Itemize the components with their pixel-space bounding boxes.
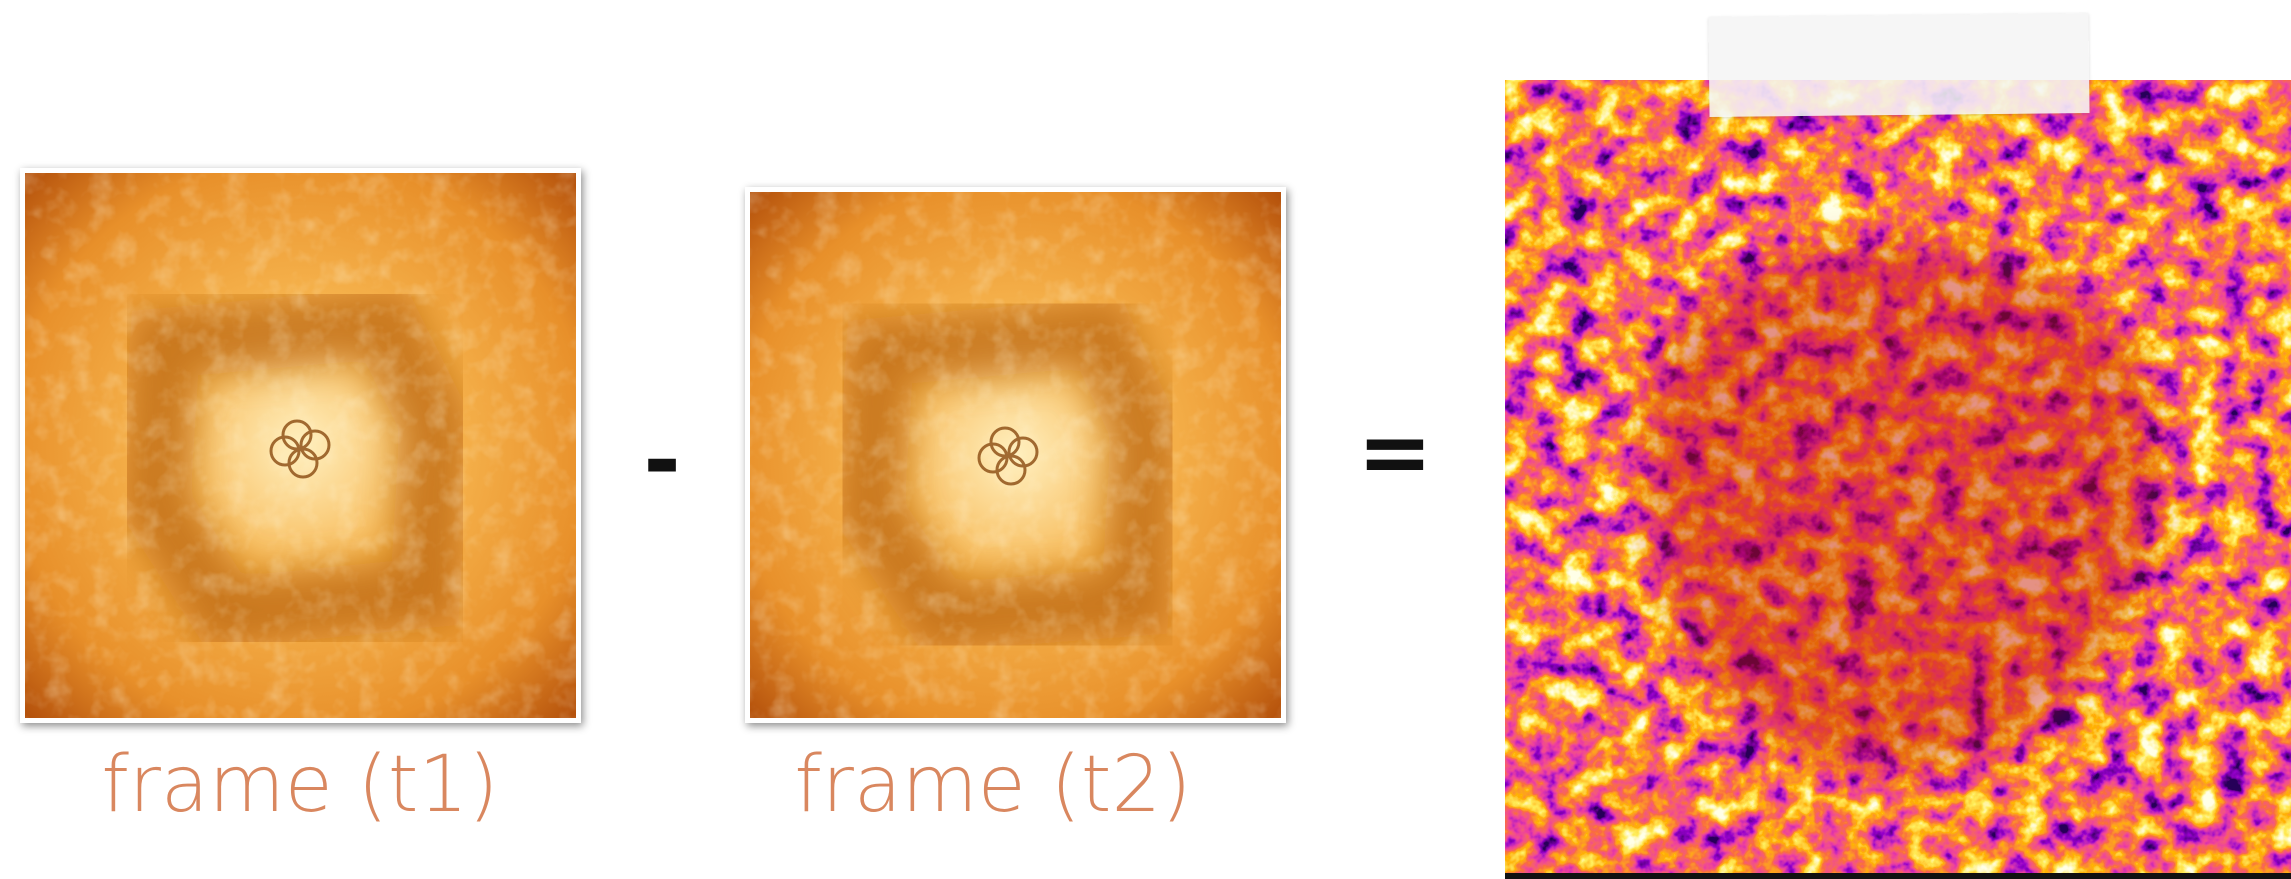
frame-svg xyxy=(750,192,1281,718)
operator: = xyxy=(1355,400,1435,505)
frame-svg xyxy=(25,173,576,718)
tape xyxy=(1708,13,2089,117)
frame-label: frame (t2) xyxy=(693,740,1293,830)
difference-image xyxy=(1505,80,2291,877)
frame-label: frame (t1) xyxy=(0,740,600,830)
operator: - xyxy=(622,408,702,513)
image-edge xyxy=(1505,873,2291,879)
frame-image xyxy=(745,187,1286,723)
frame-image xyxy=(20,168,581,723)
slide: frame (t1) - frame (t2) = (() => { const… xyxy=(0,0,2291,879)
